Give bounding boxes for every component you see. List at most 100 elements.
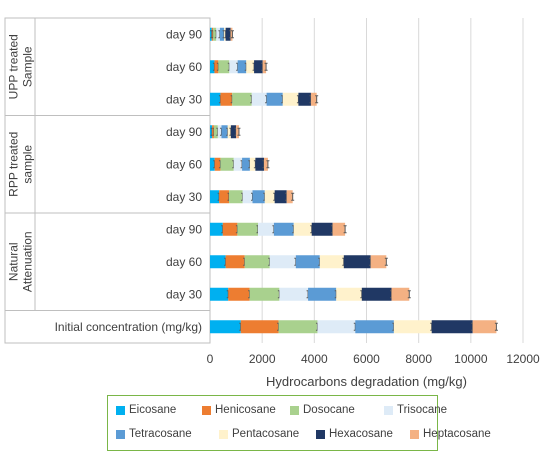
bar-segment	[252, 190, 265, 204]
bar-segment	[237, 60, 247, 74]
bar-segment	[257, 222, 274, 236]
legend-item: Eicosane	[116, 403, 176, 417]
category-label: day 60	[166, 157, 202, 171]
bar-segment	[210, 222, 223, 236]
legend-swatch	[384, 405, 393, 415]
bar-segment	[229, 60, 238, 74]
bar-segment	[269, 255, 296, 269]
bar-segment	[225, 27, 231, 41]
legend-item: Hexacosane	[316, 427, 393, 441]
legend-swatch	[116, 405, 125, 415]
bar-segment	[336, 287, 362, 301]
category-label: day 60	[166, 255, 202, 269]
bar-segment	[295, 255, 320, 269]
category-label: day 60	[166, 60, 202, 74]
bar-segment	[249, 287, 280, 301]
bar-segment	[254, 60, 263, 74]
legend-label: Heptacosane	[423, 428, 491, 440]
legend-swatch	[290, 405, 299, 415]
bar-segment	[242, 157, 250, 171]
bar-segment	[472, 320, 497, 334]
bar-segment	[262, 60, 267, 74]
bar-segment	[210, 287, 229, 301]
bar-segment	[211, 27, 214, 41]
legend-label: Dosocane	[303, 404, 355, 416]
bar-segment	[210, 60, 215, 74]
bar-segment	[279, 287, 309, 301]
bar-segment	[255, 157, 264, 171]
x-tick-label: 12000	[506, 352, 540, 366]
legend-row: Eicosane Henicosane Dosocane Trisocane	[108, 403, 447, 417]
x-tick-label: 8000	[405, 352, 432, 366]
category-label: day 30	[166, 190, 202, 204]
x-axis-label: Hydrocarbons degradation (mg/kg)	[266, 374, 467, 389]
bar-segment	[263, 157, 268, 171]
bar-segment	[210, 92, 221, 106]
category-label: day 90	[166, 222, 202, 236]
bar-segment	[311, 222, 333, 236]
bar-segment	[219, 27, 225, 41]
bar-segment	[310, 92, 317, 106]
legend-swatch	[219, 429, 228, 439]
bar-segment	[233, 157, 243, 171]
bar-segment	[264, 190, 275, 204]
bar-segment	[343, 255, 371, 269]
bar-segment	[214, 60, 219, 74]
bar-segment	[220, 157, 234, 171]
legend-label: Hexacosane	[329, 428, 393, 440]
bar-segment	[274, 190, 287, 204]
bar-segment	[210, 190, 220, 204]
legend-label: Tetracosane	[129, 428, 192, 440]
bar-segment	[227, 125, 231, 139]
bar-segment	[393, 320, 432, 334]
bar-segment	[221, 125, 228, 139]
bar-segment	[210, 320, 241, 334]
legend-label: Trisocane	[397, 404, 448, 416]
legend-item: Pentacosane	[219, 427, 299, 441]
bar-segment	[213, 125, 218, 139]
category-label: day 90	[166, 27, 202, 41]
bar-segment	[213, 27, 217, 41]
legend-swatch	[316, 429, 325, 439]
bar-segment	[266, 92, 283, 106]
legend-label: Henicosane	[215, 404, 276, 416]
bar-segment	[317, 320, 356, 334]
bar-segment	[242, 190, 253, 204]
bar-segment	[210, 125, 213, 139]
bar-segment	[217, 125, 222, 139]
x-tick-label: 10000	[454, 352, 488, 366]
bar-segment	[224, 27, 226, 41]
bar-segment	[228, 287, 250, 301]
bar-segment	[244, 255, 270, 269]
bar-segment	[278, 320, 318, 334]
bar-segment	[232, 92, 252, 106]
legend-item: Dosocane	[290, 403, 355, 417]
legend-swatch	[116, 429, 125, 439]
legend-swatch	[410, 429, 419, 439]
legend-swatch	[202, 405, 211, 415]
x-tick-label: 6000	[353, 352, 380, 366]
bar-segment	[236, 125, 239, 139]
bar-segment	[332, 222, 346, 236]
legend-label: Eicosane	[129, 404, 177, 416]
bar-segment	[230, 27, 233, 41]
legend-label: Pentacosane	[232, 428, 300, 440]
bar-segment	[251, 92, 267, 106]
bar-segment	[249, 157, 256, 171]
bar-segment	[240, 320, 279, 334]
category-label: day 30	[166, 92, 202, 106]
bar-segment	[237, 222, 258, 236]
bar-segment	[308, 287, 337, 301]
group-label: RPP treatedsample	[7, 132, 35, 197]
bar-segment	[286, 190, 293, 204]
bar-segment	[219, 190, 230, 204]
bar-segment	[391, 287, 410, 301]
bar-segment	[210, 255, 226, 269]
bar-segment	[431, 320, 473, 334]
bar-segment	[246, 60, 255, 74]
legend: Eicosane Henicosane Dosocane Trisocane Tetr…	[107, 395, 491, 451]
bar-segment	[370, 255, 387, 269]
bar-segment	[282, 92, 299, 106]
bar-segment	[319, 255, 344, 269]
